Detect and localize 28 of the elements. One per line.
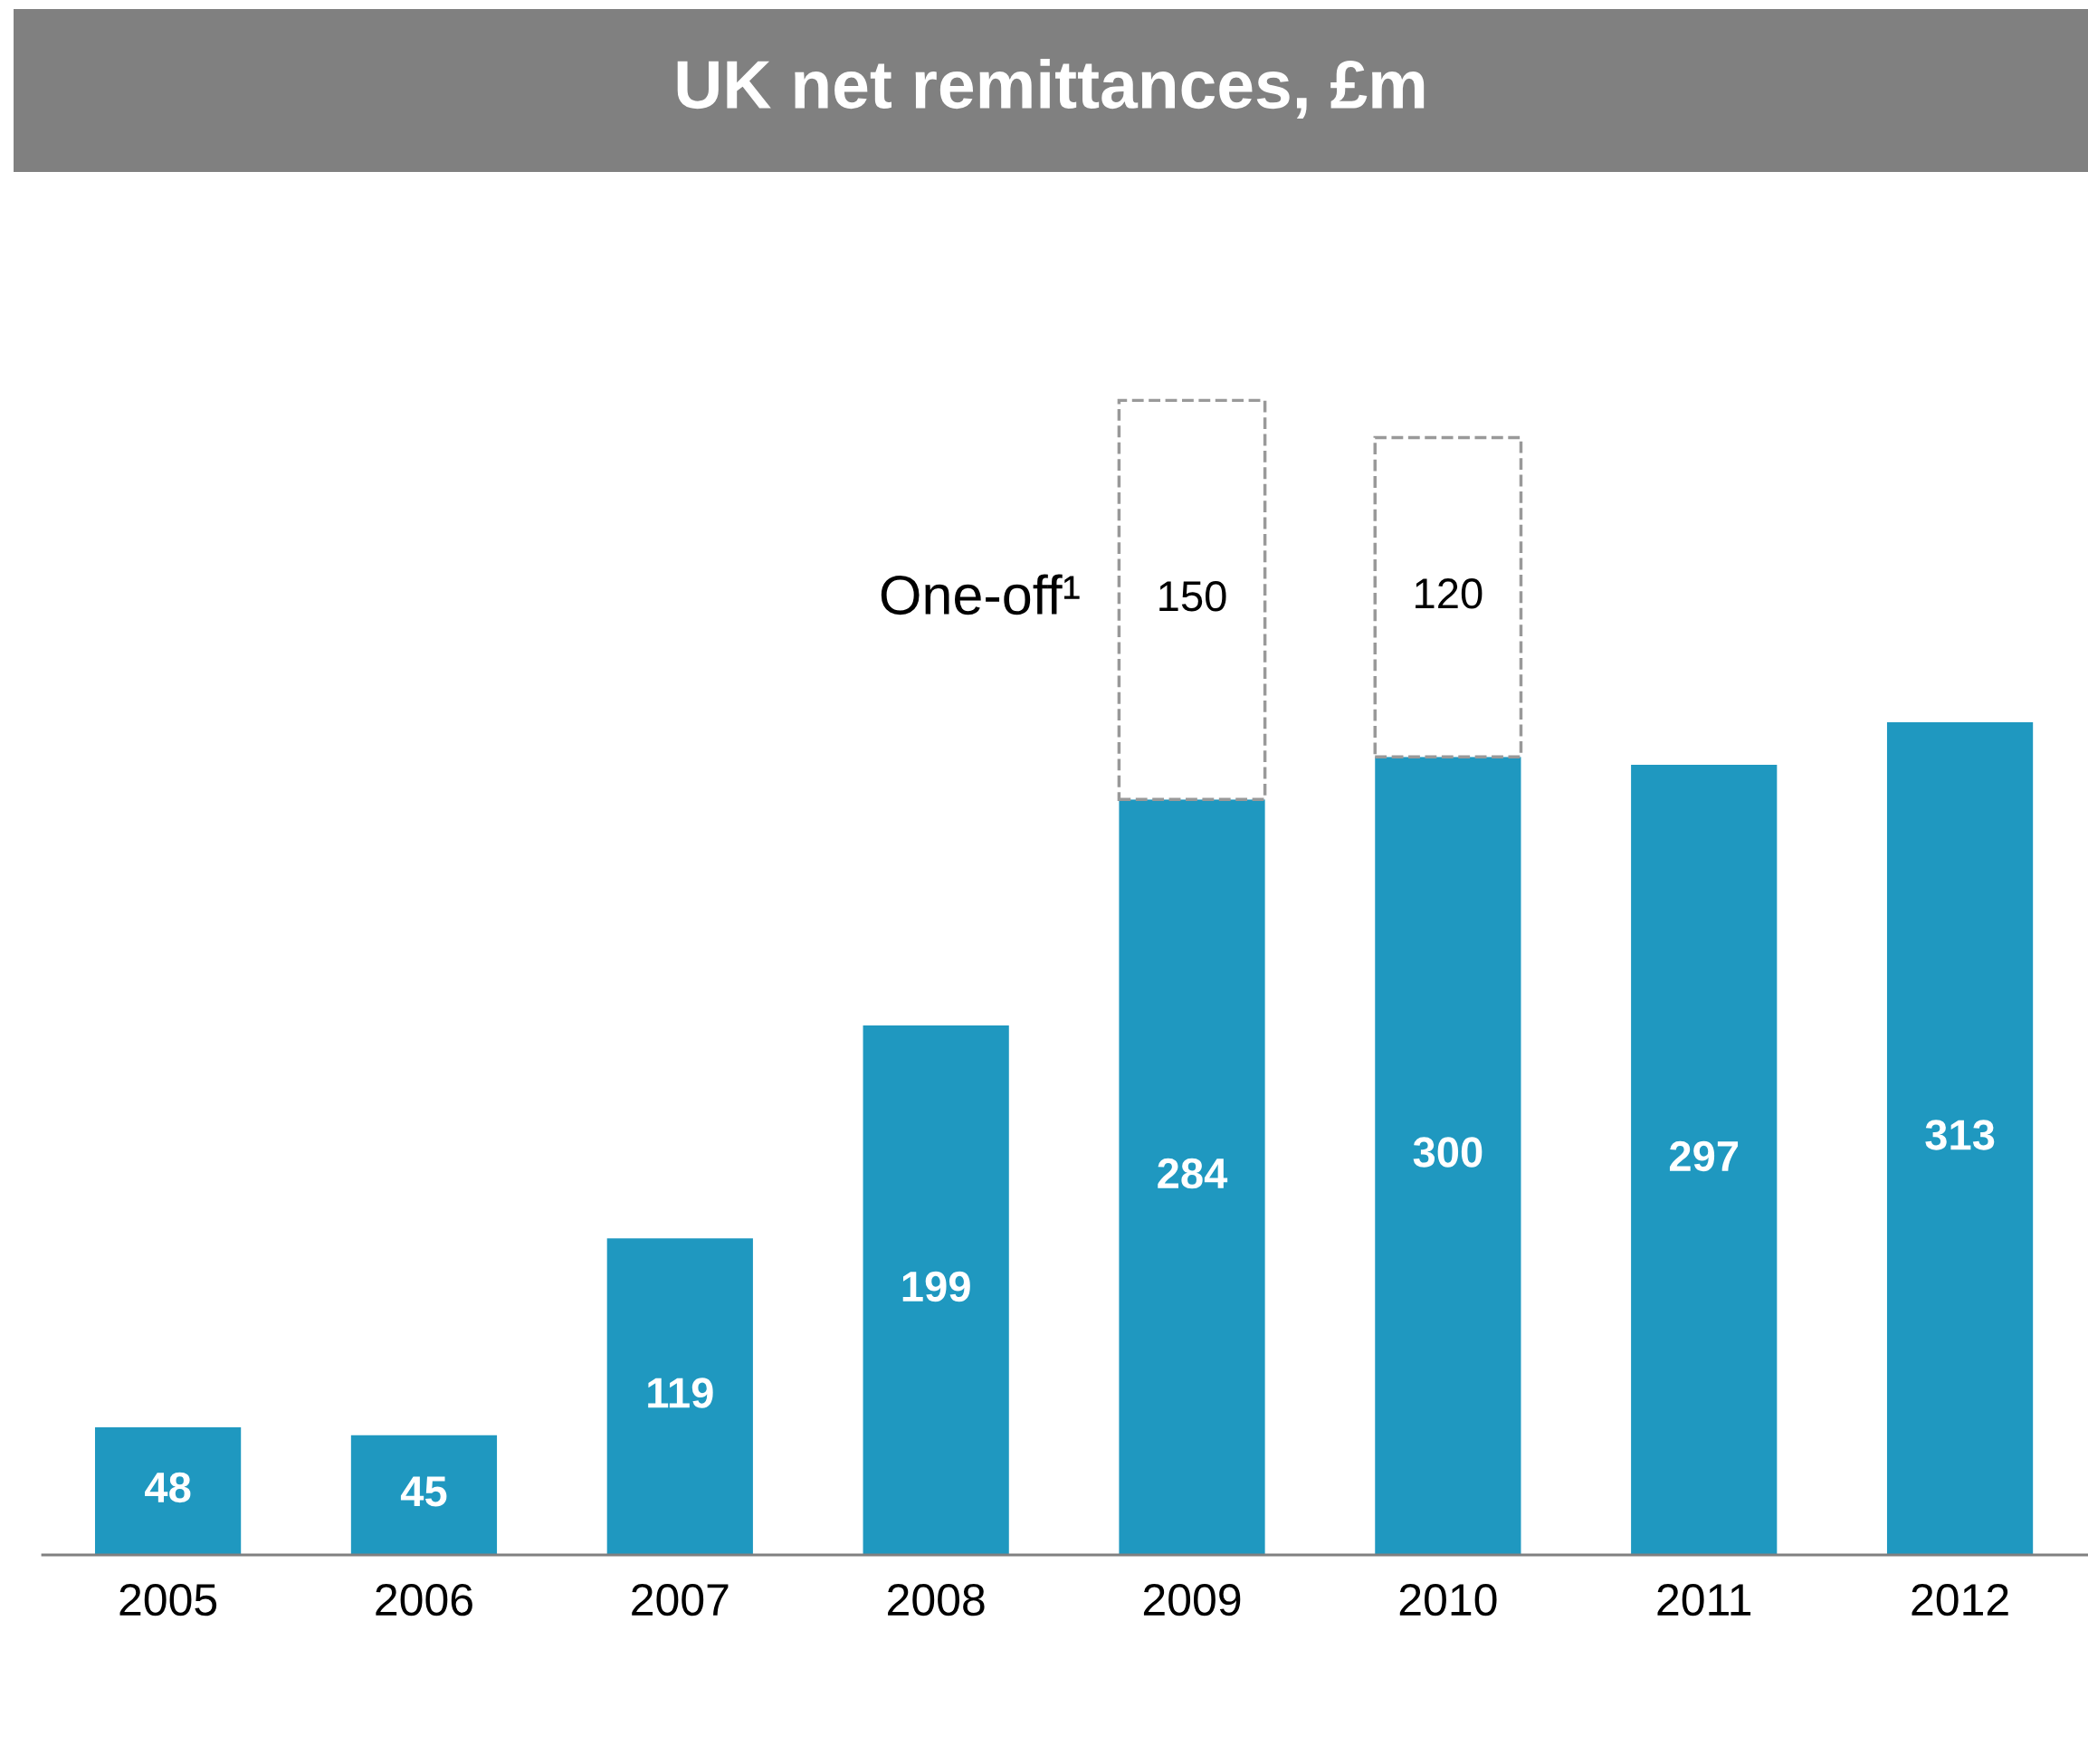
data-label: 313 [1925,1120,1995,1150]
x-tick-label: 2008 [888,1583,985,1616]
x-tick-label: 2007 [632,1583,729,1616]
bar [1631,765,1778,1555]
data-label: 45 [400,1476,447,1507]
x-tick-label: 2005 [119,1583,217,1616]
series-label: One-off¹ [881,574,1080,615]
x-tick-label: 2010 [1399,1583,1497,1616]
chart-title: UK net remittances, £m [677,59,1425,119]
data-label: 300 [1413,1137,1483,1168]
x-tick-label: 2009 [1143,1583,1241,1616]
data-label: 119 [648,1378,713,1408]
data-label: 284 [1158,1158,1228,1189]
data-label: 297 [1669,1140,1739,1172]
bar [1375,757,1521,1555]
data-label: 48 [145,1472,191,1503]
bar [863,1025,1009,1555]
x-tick-label: 2012 [1912,1583,2008,1616]
bar [1119,799,1265,1555]
bar [350,1435,498,1555]
bar [606,1238,753,1555]
data-label: 120 [1416,578,1483,609]
bar [94,1426,242,1555]
data-label: 150 [1159,581,1226,612]
data-label: 199 [902,1271,970,1302]
x-tick-label: 2006 [376,1583,472,1616]
bar [1886,722,2034,1555]
x-tick-label: 2011 [1657,1583,1751,1616]
